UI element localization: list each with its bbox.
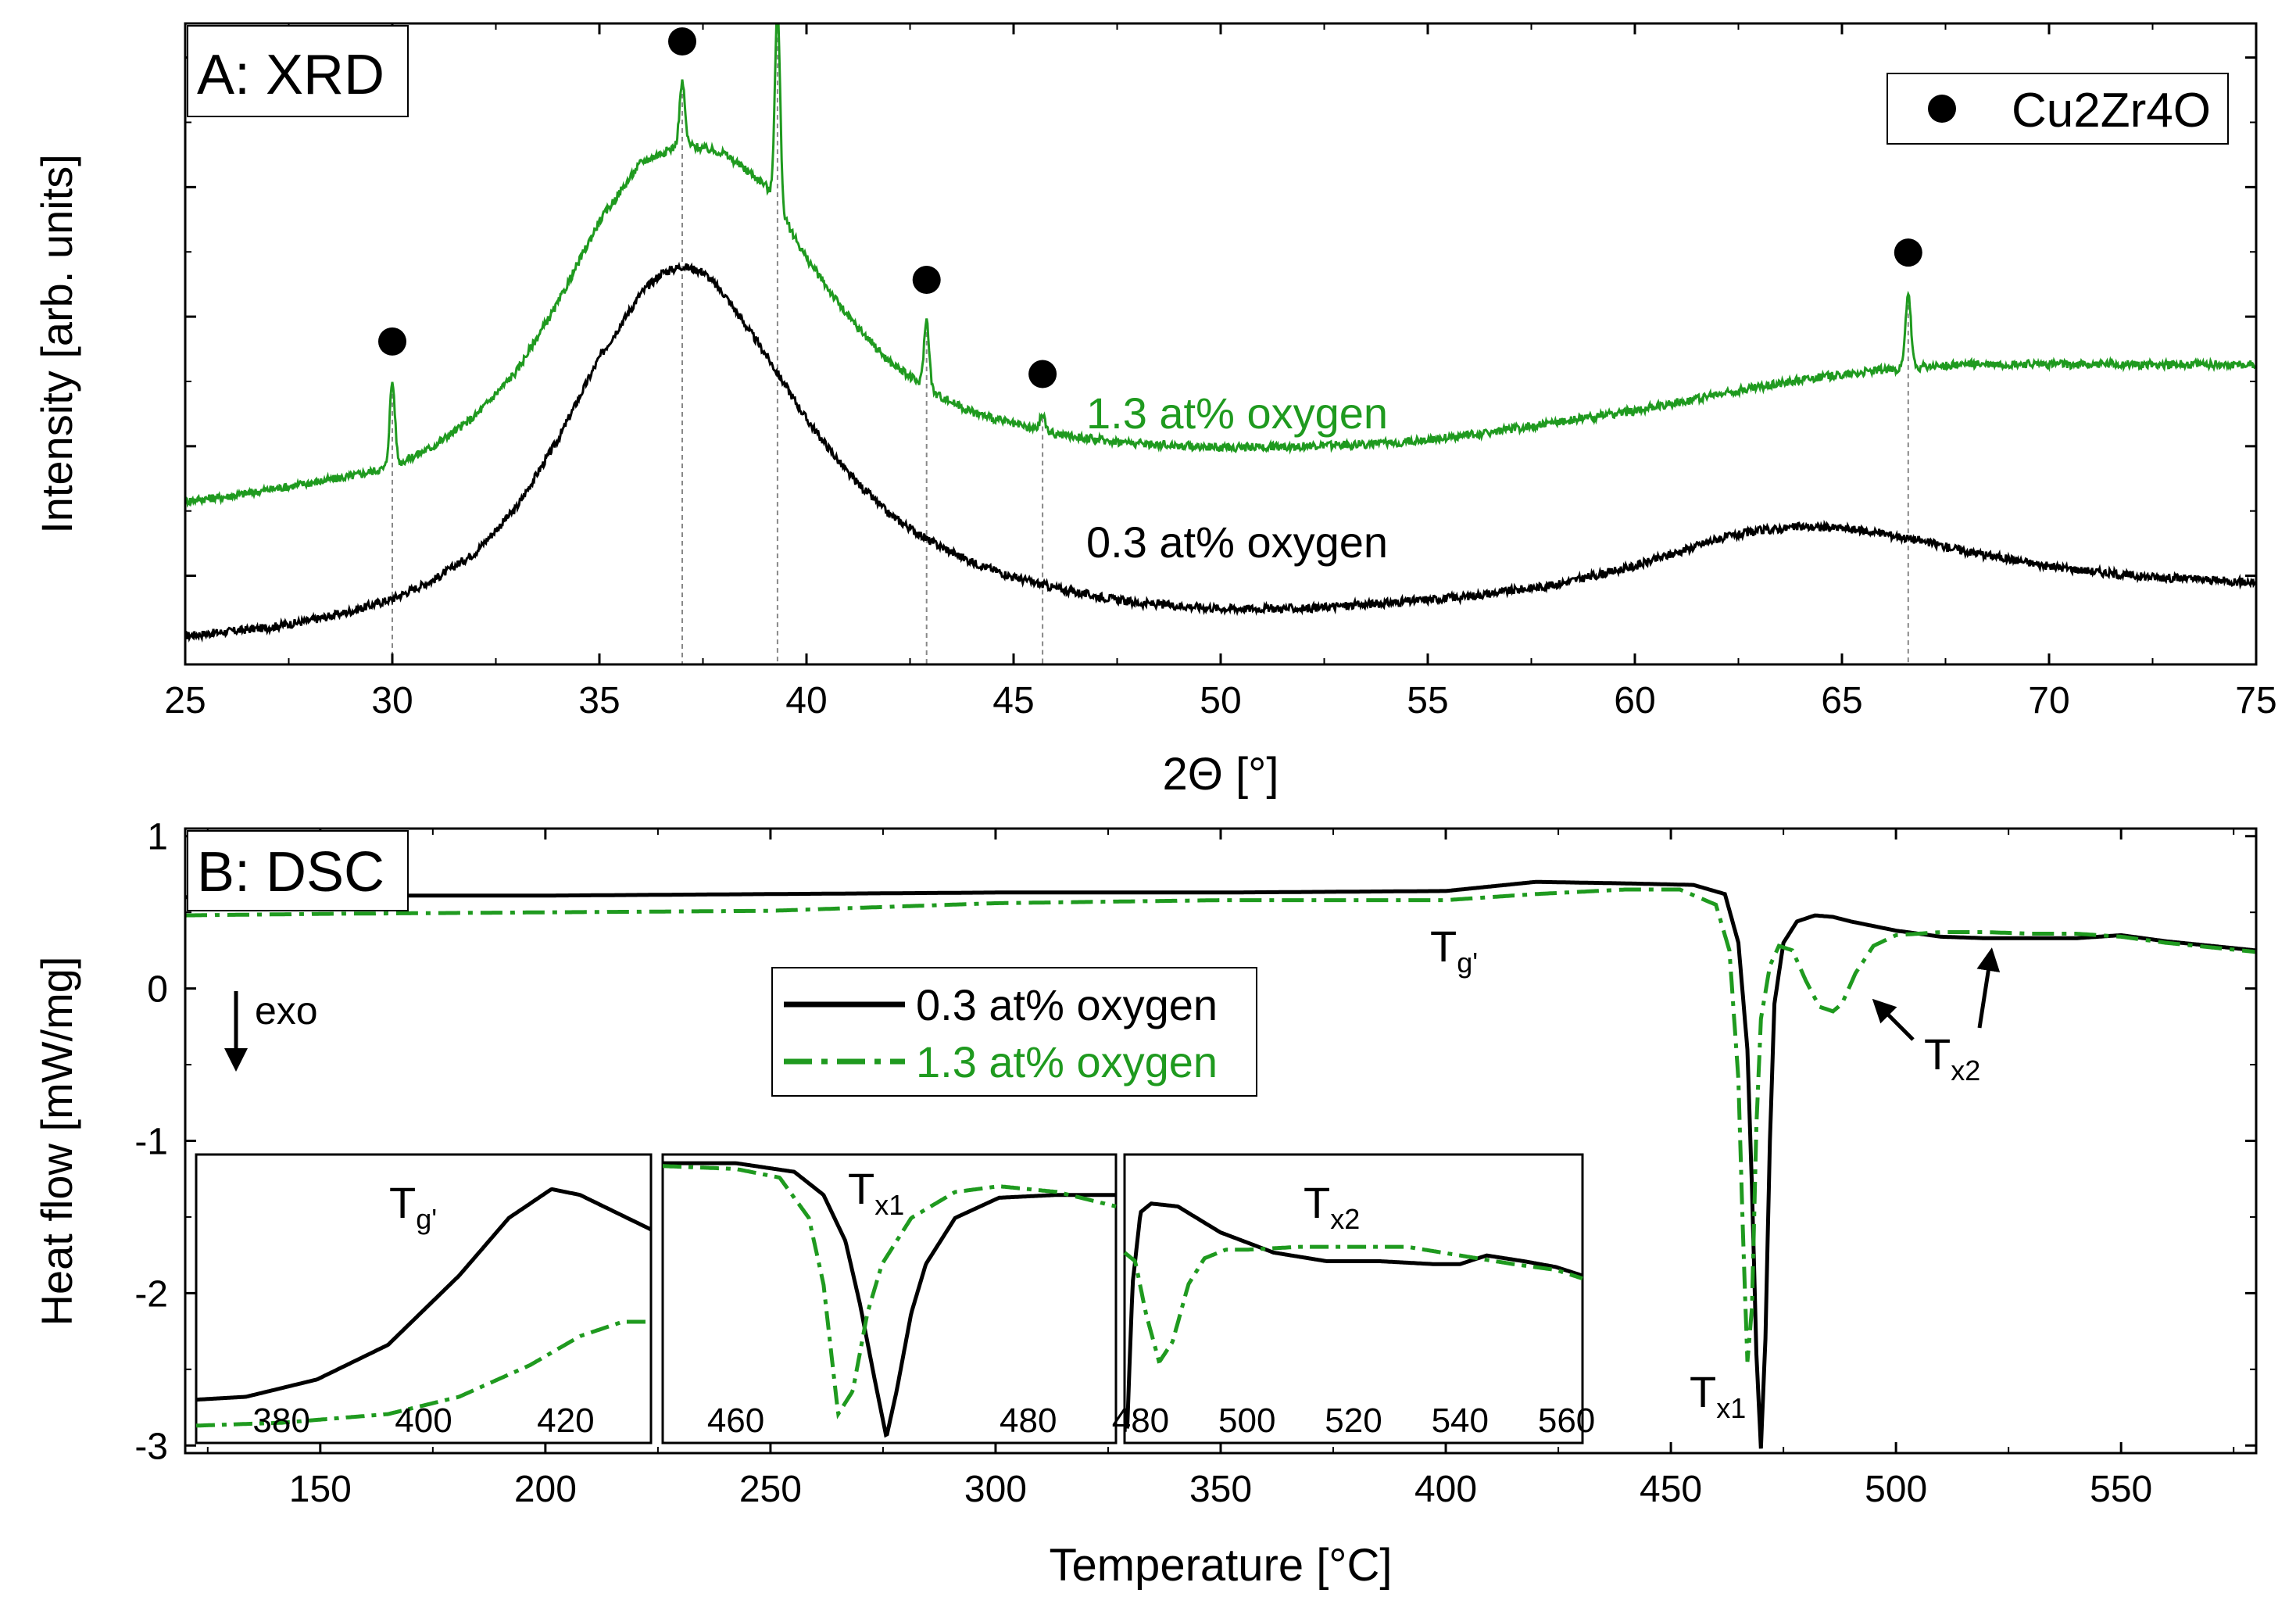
inset-2-tick-520: 520	[1325, 1402, 1382, 1440]
dsc-xtick-label-450: 450	[1640, 1469, 1702, 1510]
xrd-series-0p3	[185, 261, 2256, 643]
dsc-inset-tg: Tg' 380 400 420	[195, 1153, 653, 1445]
inset-2-tick-480: 480	[1112, 1402, 1169, 1440]
inset-0-tick-420: 420	[537, 1402, 594, 1440]
inset-1-tick-460: 460	[707, 1402, 764, 1440]
xrd-xtick-label-60: 60	[1614, 680, 1655, 721]
xrd-xtick-label-55: 55	[1407, 680, 1448, 721]
dsc-panel-label-box	[187, 830, 409, 911]
inset-tx1-tick-labels: 460 480	[707, 1402, 1057, 1440]
dsc-ytick-label--3: -3	[134, 1426, 168, 1467]
xrd-panel-label: A: XRD	[197, 44, 384, 106]
inset-0-tick-380: 380	[252, 1402, 309, 1440]
dsc-xtick-label-200: 200	[514, 1469, 577, 1510]
dsc-x-axis-title: Temperature [°C]	[1049, 1540, 1392, 1591]
xrd-label-0p3: 0.3 at% oxygen	[1086, 517, 1388, 567]
tx2-arrow-right	[1976, 947, 2001, 1029]
dsc-inset-tx1: Tx1 460 480	[661, 1153, 1118, 1445]
dsc-xtick-label-350: 350	[1189, 1469, 1252, 1510]
xrd-panel-label-box	[187, 25, 409, 117]
dsc-inset-tx2: Tx2 480 500 520 540 560	[1112, 1153, 1596, 1445]
tx2-arrow-left	[1872, 998, 1915, 1041]
inset-tx2-curves	[1123, 1201, 1583, 1429]
dsc-annot-tx2: Tx2	[1924, 1029, 1980, 1087]
dsc-xtick-label-150: 150	[289, 1469, 352, 1510]
xrd-peak-marker-5	[1894, 238, 1922, 267]
xrd-xtick-label-65: 65	[1821, 680, 1862, 721]
inset-2-tick-540: 540	[1432, 1402, 1489, 1440]
inset-2-series-0p3	[1125, 1201, 1583, 1429]
inset-0-series-0p3	[195, 1187, 653, 1402]
inset-tx2-frame	[1123, 1153, 1584, 1445]
inset-2-tick-500: 500	[1218, 1402, 1275, 1440]
inset-2-series-1p3	[1123, 1244, 1583, 1364]
dsc-ytick-label--1: -1	[134, 1122, 168, 1163]
xrd-y-axis-title: Intensity [arb. units]	[32, 154, 81, 534]
exo-label: exo	[255, 989, 318, 1033]
xrd-curves	[185, 23, 2256, 643]
dsc-legend-box	[771, 967, 1257, 1097]
dsc-xtick-label-550: 550	[2090, 1469, 2152, 1510]
inset-tg-curves	[195, 1187, 653, 1428]
dsc-y-axis-title: Heat flow [mW/mg]	[32, 957, 81, 1326]
xrd-xtick-label-45: 45	[992, 680, 1034, 721]
inset-tx1-title: Tx1	[848, 1164, 904, 1221]
xrd-x-axis-title: 2Θ [°]	[1163, 749, 1279, 800]
inset-1-tick-480: 480	[1000, 1402, 1057, 1440]
dsc-xtick-label-400: 400	[1414, 1469, 1477, 1510]
xrd-panel: 25 30 35 40 45 50 55 60 65 70 75 A: XRD Cu2Zr4O 1.…	[32, 22, 2277, 800]
inset-tx2-title: Tx2	[1304, 1178, 1360, 1235]
xrd-xtick-label-70: 70	[2028, 680, 2069, 721]
xrd-xtick-label-35: 35	[578, 680, 620, 721]
dsc-annot-tg: Tg'	[1430, 922, 1478, 979]
xrd-peak-marker-0	[378, 327, 406, 356]
dsc-ytick-label-0: 0	[147, 969, 168, 1011]
xrd-peak-markers	[378, 27, 1922, 388]
xrd-peak-marker-3	[912, 265, 941, 294]
xrd-legend-marker	[1928, 95, 1956, 123]
inset-tx1-frame	[661, 1153, 1118, 1445]
xrd-legend-label: Cu2Zr4O	[2012, 84, 2211, 138]
inset-1-series-1p3	[663, 1164, 1117, 1419]
xrd-xtick-label-40: 40	[785, 680, 827, 721]
dsc-xtick-label-250: 250	[739, 1469, 802, 1510]
xrd-peak-marker-4	[1028, 360, 1057, 388]
inset-0-tick-400: 400	[395, 1402, 452, 1440]
dsc-ytick-label--2: -2	[134, 1273, 168, 1315]
xrd-xtick-label-75: 75	[2235, 680, 2276, 721]
dsc-series-1p3	[185, 887, 2256, 1362]
inset-tx2-tick-labels: 480 500 520 540 560	[1112, 1402, 1596, 1440]
inset-tx1-curves	[663, 1161, 1117, 1438]
inset-tg-tick-labels: 380 400 420	[252, 1402, 594, 1440]
inset-2-tick-560: 560	[1538, 1402, 1595, 1440]
xrd-xtick-label-50: 50	[1200, 680, 1241, 721]
inset-1-series-0p3	[663, 1161, 1116, 1438]
xrd-peak-marker-1	[668, 27, 696, 56]
inset-tg-frame	[195, 1153, 653, 1445]
xrd-xtick-label-30: 30	[371, 680, 413, 721]
inset-0-series-1p3	[195, 1319, 651, 1428]
xrd-axis-ticks: 25 30 35 40 45 50 55 60 65 70 75	[164, 23, 2277, 721]
inset-tg-title: Tg'	[389, 1178, 437, 1235]
dsc-panel: 150 200 250 300 350 400 450 500 550 1 0 -1 -2 -3 B: D…	[32, 817, 2258, 1591]
dsc-ytick-label-1: 1	[147, 817, 168, 858]
dsc-legend-label-1p3: 1.3 at% oxygen	[916, 1037, 1218, 1087]
dsc-legend-label-0p3: 0.3 at% oxygen	[916, 980, 1218, 1029]
xrd-peak-reference-lines	[392, 23, 1909, 664]
dsc-curves	[185, 879, 2256, 1449]
dsc-xtick-label-300: 300	[964, 1469, 1027, 1510]
xrd-label-1p3: 1.3 at% oxygen	[1086, 388, 1388, 438]
dsc-annot-tx1: Tx1	[1690, 1367, 1746, 1424]
dsc-panel-label: B: DSC	[197, 841, 384, 904]
dsc-axis-ticks: 150 200 250 300 350 400 450 500 550 1 0 -1 -2 -3	[134, 817, 2256, 1510]
xrd-series-1p3	[185, 23, 2256, 508]
xrd-xtick-label-25: 25	[164, 680, 206, 721]
dsc-xtick-label-500: 500	[1865, 1469, 1927, 1510]
